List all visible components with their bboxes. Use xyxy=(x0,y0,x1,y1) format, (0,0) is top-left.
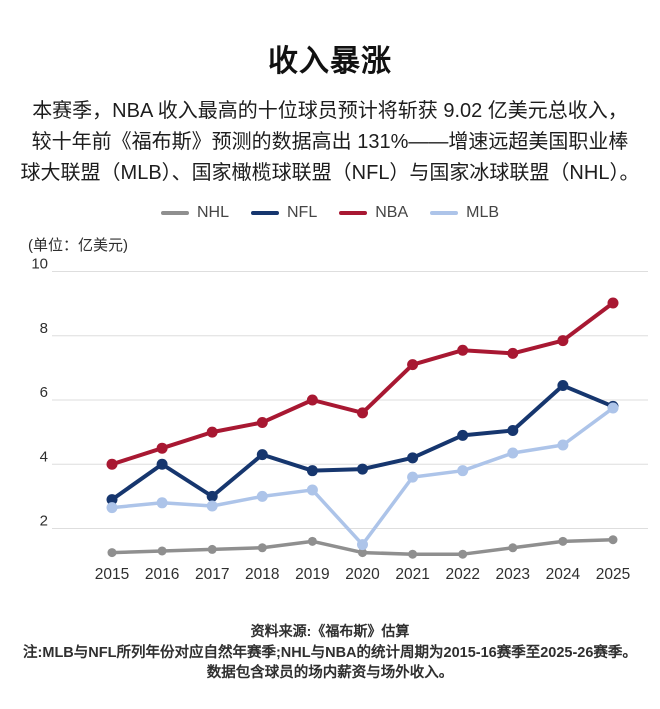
svg-text:8: 8 xyxy=(40,320,48,337)
legend-label: NHL xyxy=(196,204,229,221)
intro-line: 本赛季，NBA 收入最高的十位球员预计将斩获 9.02 亿美元总收入， xyxy=(32,100,628,122)
svg-text:2015: 2015 xyxy=(95,566,129,583)
legend-item-nfl: NFL xyxy=(250,204,318,222)
chart-legend: NHL NFL NBA MLB xyxy=(0,204,660,222)
svg-text:2019: 2019 xyxy=(295,566,329,583)
legend-item-nba: NBA xyxy=(339,204,408,222)
legend-swatch xyxy=(250,211,279,215)
footnote: 注:MLB与NFL所列年份对应自然年赛季;NHL与NBA的统计周期为2015-1… xyxy=(23,645,637,661)
legend-item-mlb: MLB xyxy=(430,204,499,222)
legend-swatch xyxy=(430,211,459,215)
svg-text:2023: 2023 xyxy=(496,566,530,583)
svg-text:6: 6 xyxy=(40,384,48,401)
svg-text:2016: 2016 xyxy=(145,566,179,583)
legend-swatch xyxy=(339,211,368,215)
legend-swatch xyxy=(160,211,189,215)
svg-text:2021: 2021 xyxy=(395,566,429,583)
svg-text:2024: 2024 xyxy=(546,566,581,583)
svg-text:2018: 2018 xyxy=(245,566,279,583)
svg-text:2022: 2022 xyxy=(445,566,479,583)
source-note: 资料来源:《福布斯》估算 xyxy=(250,623,410,639)
legend-label: MLB xyxy=(466,204,500,221)
intro-paragraph: 本赛季，NBA 收入最高的十位球员预计将斩获 9.02 亿美元总收入， 较十年前… xyxy=(0,96,660,189)
svg-text:4: 4 xyxy=(40,448,48,465)
line-chart: 2 4 6 8 10 2015 2016 2017 2018 2019 2020 2021 2022 20… xyxy=(0,245,660,595)
intro-line: 较十年前《福布斯》预测的数据高出 131%——增速远超美国职业棒 xyxy=(31,131,629,153)
legend-label: NBA xyxy=(375,204,409,221)
svg-text:10: 10 xyxy=(31,256,48,273)
page-title: 收入暴涨 xyxy=(268,45,392,78)
line-chart-svg: 2 4 6 8 10 2015 2016 2017 2018 2019 2020 2021 2022 20… xyxy=(31,256,648,583)
svg-text:2: 2 xyxy=(40,513,48,530)
intro-line: 球大联盟（MLB）、国家橄榄球联盟（NFL）与国家冰球联盟（NHL）。 xyxy=(20,162,640,184)
legend-item-nhl: NHL xyxy=(160,204,229,222)
legend-label: NFL xyxy=(286,204,318,221)
svg-text:2020: 2020 xyxy=(345,566,380,583)
unit-label: (单位：亿美元) xyxy=(28,237,128,254)
svg-text:2025: 2025 xyxy=(596,566,630,583)
svg-text:2017: 2017 xyxy=(195,566,229,583)
footnote: 数据包含球员的场内薪资与场外收入。 xyxy=(206,665,454,681)
